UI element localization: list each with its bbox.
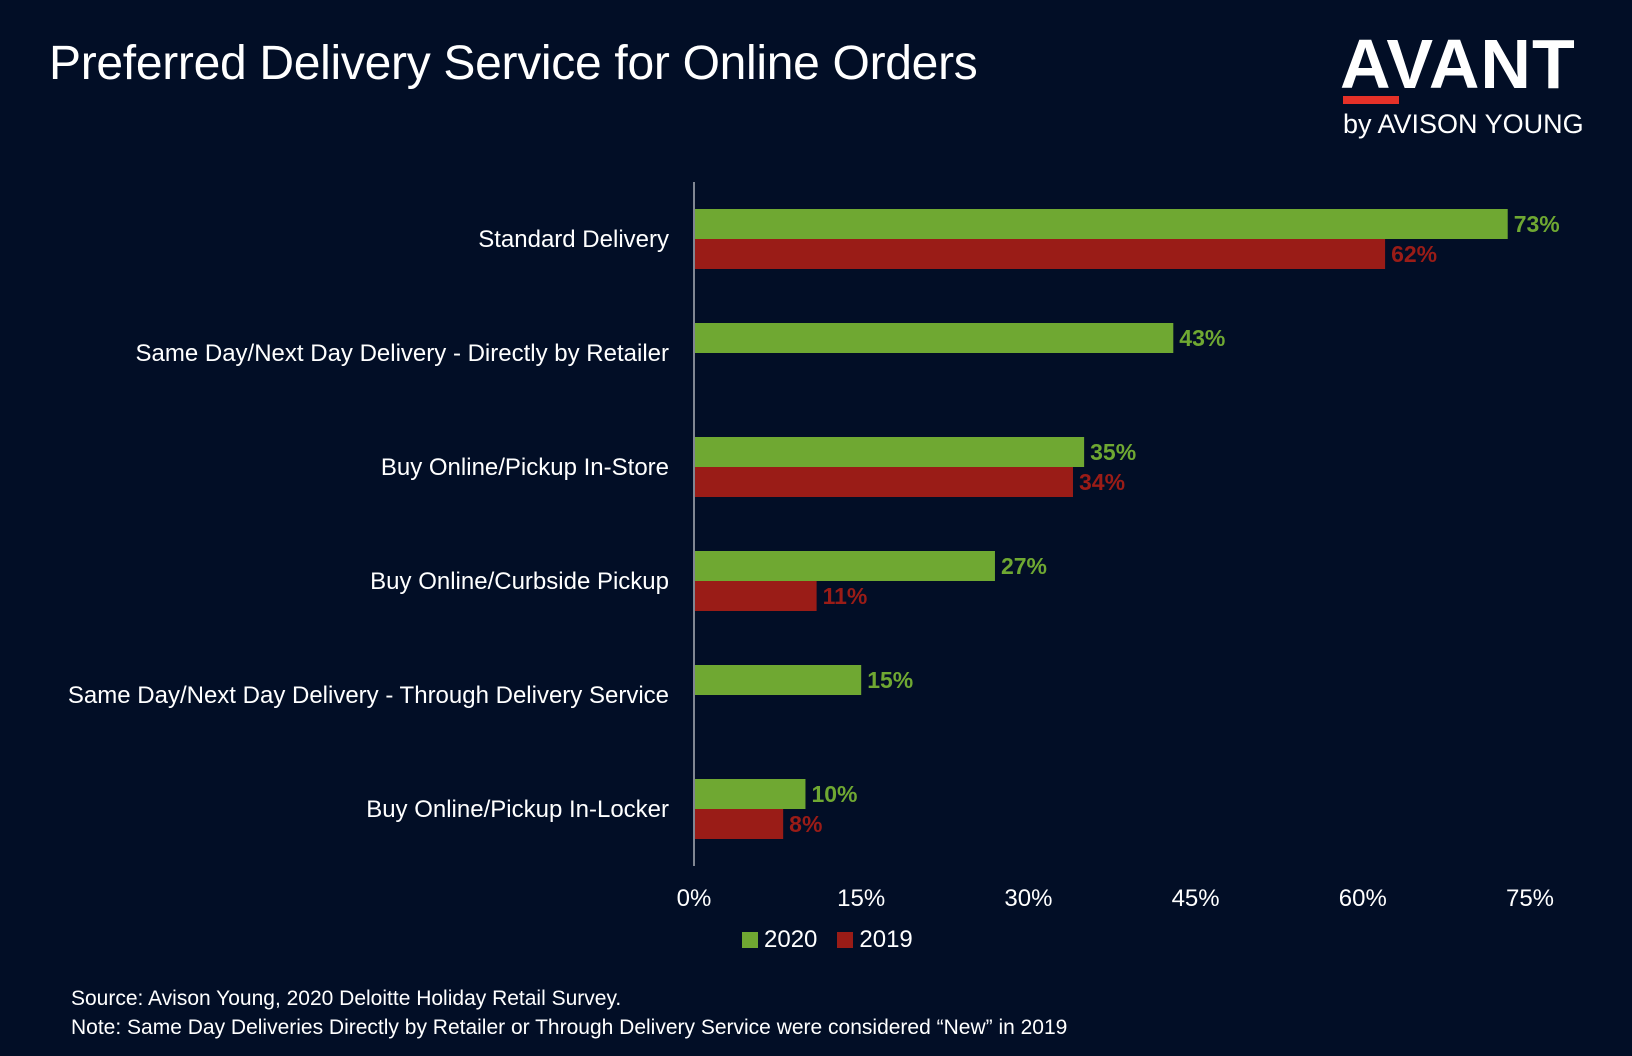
legend-item-2020: 2020 (742, 926, 817, 954)
legend-label-2019: 2019 (859, 926, 913, 953)
logo-tagline: by AVISON YOUNG (1343, 109, 1584, 139)
data-label-2019-buy-online-pickup-in-store: 34% (1079, 469, 1125, 495)
legend-swatch-2019 (837, 932, 854, 948)
x-tick-label-60: 60% (1339, 885, 1387, 912)
category-label-same-day-next-day-delivery-through-delivery-service: Same Day/Next Day Delivery - Through Del… (68, 682, 669, 709)
footnote: Note: Same Day Deliveries Directly by Re… (71, 1016, 1068, 1039)
legend: 2020 2019 (742, 926, 933, 954)
bar-2019-standard-delivery (695, 239, 1386, 269)
data-label-2020-standard-delivery: 73% (1514, 211, 1560, 237)
category-label-same-day-next-day-delivery-directly-by-retailer: Same Day/Next Day Delivery - Directly by… (136, 340, 669, 367)
bar-2019-buy-online-curbside-pickup (695, 581, 817, 611)
category-label-standard-delivery: Standard Delivery (478, 226, 669, 253)
category-label-buy-online-pickup-in-locker: Buy Online/Pickup In-Locker (366, 796, 669, 823)
x-tick-label-30: 30% (1004, 885, 1052, 912)
bar-2020-buy-online-pickup-in-store (695, 437, 1085, 467)
bar-2019-buy-online-pickup-in-locker (695, 809, 784, 839)
x-tick-label-75: 75% (1506, 885, 1554, 912)
bar-2020-buy-online-curbside-pickup (695, 551, 995, 581)
source-note: Source: Avison Young, 2020 Deloitte Holi… (71, 987, 622, 1010)
logo-accent-bar (1343, 96, 1399, 104)
logo-wordmark: AVANT (1340, 25, 1576, 103)
x-tick-label-15: 15% (837, 885, 885, 912)
bar-2020-same-day-next-day-delivery-directly-by-retailer (695, 323, 1174, 353)
data-label-2020-buy-online-pickup-in-store: 35% (1090, 439, 1136, 465)
data-label-2019-buy-online-curbside-pickup: 11% (823, 583, 868, 609)
category-label-buy-online-curbside-pickup: Buy Online/Curbside Pickup (370, 568, 669, 595)
x-tick-label-0: 0% (677, 885, 712, 912)
chart-title: Preferred Delivery Service for Online Or… (49, 37, 978, 90)
data-label-2020-buy-online-pickup-in-locker: 10% (811, 781, 857, 807)
category-label-buy-online-pickup-in-store: Buy Online/Pickup In-Store (381, 454, 669, 481)
data-label-2020-same-day-next-day-delivery-directly-by-retailer: 43% (1179, 325, 1225, 351)
x-tick-label-45: 45% (1172, 885, 1220, 912)
bar-2019-buy-online-pickup-in-store (695, 467, 1073, 497)
legend-swatch-2020 (742, 932, 758, 948)
legend-item-2019: 2019 (837, 926, 913, 954)
data-label-2020-buy-online-curbside-pickup: 27% (1001, 553, 1047, 579)
bar-2020-same-day-next-day-delivery-through-delivery-service (695, 665, 862, 695)
bar-2020-standard-delivery (695, 209, 1508, 239)
data-label-2019-buy-online-pickup-in-locker: 8% (789, 811, 822, 837)
bar-2020-buy-online-pickup-in-locker (695, 779, 806, 809)
data-label-2020-same-day-next-day-delivery-through-delivery-service: 15% (867, 667, 913, 693)
data-label-2019-standard-delivery: 62% (1391, 241, 1437, 267)
legend-label-2020: 2020 (764, 926, 818, 953)
avant-logo: AVANT by AVISON YOUNG (1340, 28, 1600, 148)
